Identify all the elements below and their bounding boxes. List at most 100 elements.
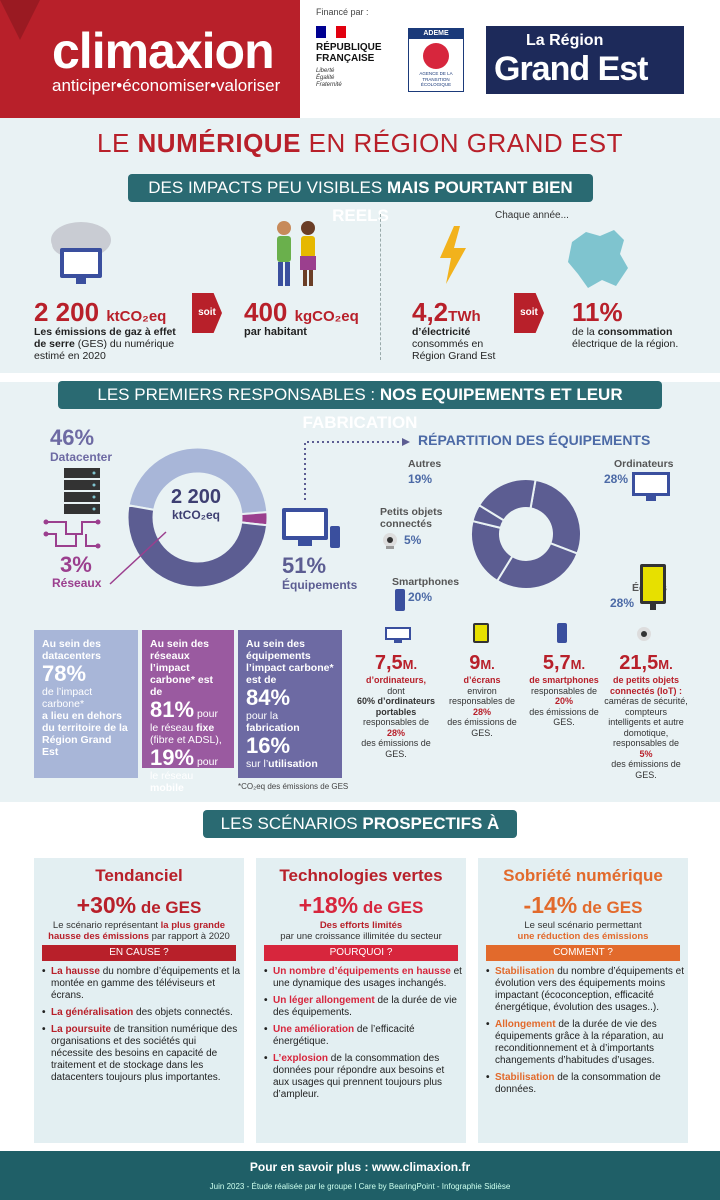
stat-text: environ responsables de	[448, 685, 516, 707]
list-item-bold: La généralisation	[51, 1007, 134, 1018]
list-item-text: de la consommation des données pour répo…	[273, 1053, 445, 1100]
footer: Pour en savoir plus : www.climaxion.fr J…	[0, 1151, 720, 1200]
scenario-unit: de GES	[136, 898, 202, 917]
region-line2: Grand Est	[494, 50, 648, 88]
datacenter-percent: 46%	[50, 425, 95, 450]
box3-percent-fab: 84%	[246, 685, 291, 710]
list-item: L’explosion de la consommation des donné…	[264, 1053, 462, 1101]
box2-fixed-detail: (fibre et ADSL),	[150, 734, 222, 746]
stat-text: des émissions de GES.	[447, 717, 517, 738]
stat-text: des émissions de GES.	[361, 738, 431, 759]
header: climaxion anticiper•économiser•valoriser…	[0, 0, 720, 118]
stat-iot: 21,5M. de petits objets connectés (IoT) …	[604, 652, 688, 780]
logo-tagline: anticiper•économiser•valoriser	[52, 76, 281, 95]
ademe-emblem-icon	[423, 43, 449, 69]
divider	[380, 214, 381, 360]
box2-percent-fixed: 81%	[150, 697, 195, 722]
list-item-text: du nombre d’équipements et la montée en …	[51, 966, 241, 1001]
smartphone-icon	[557, 623, 567, 643]
logo-name: climaxion	[52, 23, 275, 79]
equipment-percent: 51%	[282, 553, 327, 578]
box2-fixed-text: pour le réseau	[150, 708, 218, 734]
heading-part: LES SCÉNARIOS	[220, 814, 363, 833]
computer-icon	[632, 472, 670, 501]
scenario-list: Stabilisation du nombre d’équipements et…	[486, 966, 684, 1101]
stat-text: caméras de sécurité, compteurs intellige…	[604, 696, 688, 748]
dotted-connector	[304, 438, 410, 500]
box1-line: de l’impact carbone*	[42, 686, 93, 710]
section-scenarios-heading: LES SCÉNARIOS PROSPECTIFS À 2030	[203, 810, 517, 861]
list-item-text: de la consommation de données.	[495, 1072, 661, 1095]
server-icon	[64, 468, 100, 514]
sub-text: par une croissance illimitée du secteur	[280, 931, 442, 942]
ges-description: Les émissions de gaz à effet de serre (G…	[34, 326, 184, 362]
box1-percent: 78%	[42, 661, 87, 686]
scenario-list: Un nombre d’équipements en hausse et une…	[264, 966, 462, 1106]
footnote: *CO₂eq des émissions de GES	[238, 782, 349, 791]
stat-unit: M.	[402, 657, 418, 672]
box1-intro: Au sein des datacenters	[42, 638, 101, 662]
list-item-text: du nombre d’équipements et évolution ver…	[495, 966, 684, 1013]
list-item-bold: Un léger allongement	[273, 995, 375, 1006]
emissions-donut-chart	[126, 446, 269, 589]
equipment-distribution-title: RÉPARTITION DES ÉQUIPEMENTS	[418, 432, 651, 448]
ademe-subtitle: AGENCE DE LA TRANSITION ÉCOLOGIQUE	[419, 71, 453, 87]
list-item-text: et une dynamique des usages inchangés.	[273, 966, 462, 989]
lightning-icon	[440, 226, 466, 284]
computer-icon	[385, 627, 411, 643]
seg-ordi-label: Ordinateurs	[614, 458, 674, 470]
list-item-text: de l’efficacité énergétique.	[273, 1024, 415, 1047]
stat-iot-value: 21,5	[619, 652, 659, 674]
equipment-info-box: Au sein des équipements l’impact carbone…	[238, 630, 342, 778]
rf-motto: Liberté Égalité Fraternité	[316, 68, 342, 88]
list-item: La hausse du nombre d’équipements et la …	[42, 966, 240, 1002]
box3-use-text: sur l’	[246, 758, 269, 770]
scenario-unit: de GES	[358, 898, 424, 917]
sub-text: par rapport à 2020	[149, 931, 230, 942]
stat-screens-label: d’écrans	[463, 675, 501, 685]
stat-computers-label: d’ordinateurs,	[365, 675, 426, 685]
stat-computers: 7,5M. d’ordinateurs, dont 60% d’ordinateur…	[354, 652, 438, 759]
scenario-bar: POURQUOI ?	[264, 945, 458, 961]
footer-link-text[interactable]: Pour en savoir plus : www.climaxion.fr	[249, 1160, 471, 1174]
networks-label: Réseaux	[52, 576, 102, 590]
scenario-subtitle: Le scénario représentant la plus grande …	[42, 920, 236, 942]
stat-smartphones-label: de smartphones	[529, 675, 599, 685]
list-item-bold: Allongement	[495, 1019, 556, 1030]
networks-percent: 3%	[60, 552, 92, 577]
stat-computers-laptops: 60% d’ordinateurs portables	[356, 696, 436, 717]
camera-icon	[383, 533, 397, 549]
stat-text: des émissions de GES.	[611, 759, 681, 780]
twh-desc-bold: d’électricité	[412, 326, 471, 338]
seg-autres-label: Autres	[408, 458, 442, 470]
scenario-list: La hausse du nombre d’équipements et la …	[42, 966, 240, 1089]
cloud-monitor-icon	[51, 222, 111, 284]
list-item: Allongement de la durée de vie des équip…	[486, 1019, 684, 1067]
stat-computers-pct: 28%	[386, 727, 405, 738]
consumption-share-value: 11%	[572, 297, 623, 327]
people-icon	[277, 221, 316, 286]
climaxion-logo: climaxion anticiper•économiser•valoriser	[0, 0, 300, 118]
region-map-icon	[568, 230, 628, 288]
list-item-bold: L’explosion	[273, 1053, 329, 1064]
scenario-bar: COMMENT ?	[486, 945, 680, 961]
stat-smartphones-pct: 20%	[554, 696, 573, 706]
pct-desc-rest: électrique de la région.	[572, 338, 679, 350]
sub-text: Le seul scénario permettant	[524, 920, 642, 931]
list-item: Un nombre d’équipements en hausse et une…	[264, 966, 462, 990]
networks-connector-line	[109, 531, 167, 585]
logo-corner-shape	[0, 0, 40, 40]
box3-use-bold: utilisation	[268, 758, 318, 770]
box2-mobile-bold: mobile	[150, 782, 184, 794]
scenario-title: Technologies vertes	[279, 866, 443, 885]
list-item-bold: La poursuite	[51, 1024, 112, 1035]
box2-percent-mobile: 19%	[150, 745, 195, 770]
ges-value: 2 200 ktCO₂eq	[34, 297, 166, 328]
scenario-technologies-vertes: Technologies vertes +18% de GES Des effo…	[256, 858, 466, 1143]
heading-part: DES IMPACTS PEU VISIBLES	[148, 178, 387, 197]
electricity-value: 4,2TWh	[412, 297, 481, 328]
rf-name-line1: RÉPUBLIQUE	[316, 42, 382, 53]
scenario-value: +30%	[76, 892, 137, 918]
donut-slice-ordinateurs	[529, 478, 582, 555]
ges-desc-rest: (GES) du numérique estimé en 2020	[34, 338, 175, 362]
